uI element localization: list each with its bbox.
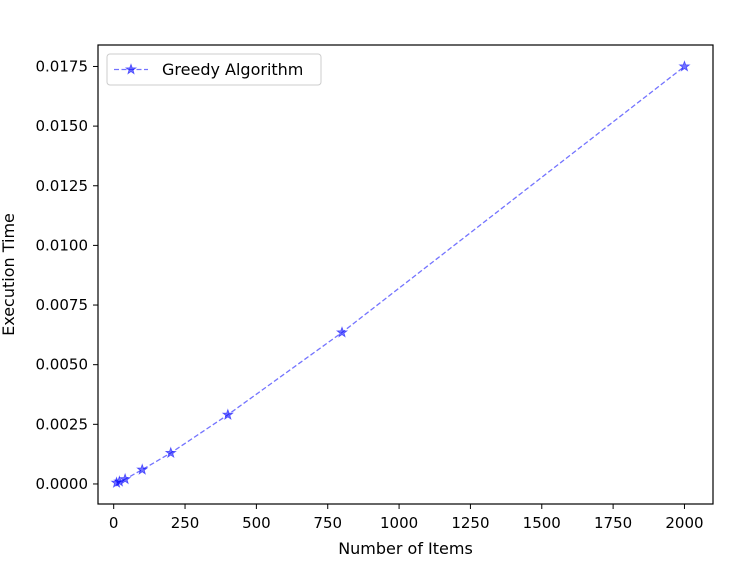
x-tick-label: 500 — [242, 514, 271, 532]
x-tick-label: 0 — [109, 514, 119, 532]
data-point — [221, 408, 234, 420]
x-tick-label: 1750 — [594, 514, 632, 532]
x-axis: 0 250 500 750 1000 1250 1500 1750 2000 — [109, 504, 704, 532]
plot-frame — [97, 44, 714, 505]
series-layer — [110, 60, 691, 488]
y-tick-label: 0.0100 — [36, 236, 89, 254]
x-tick-label: 750 — [313, 514, 342, 532]
x-tick-label: 1500 — [523, 514, 561, 532]
y-tick-label: 0.0125 — [36, 177, 89, 195]
data-point — [136, 463, 149, 475]
y-tick-label: 0.0025 — [36, 415, 89, 433]
data-point — [335, 326, 349, 338]
legend-label: Greedy Algorithm — [162, 60, 303, 79]
y-axis-label: Execution Time — [0, 213, 18, 336]
legend: Greedy Algorithm — [106, 53, 322, 86]
y-tick-label: 0.0050 — [36, 356, 89, 374]
data-point — [119, 472, 132, 485]
y-tick-label: 0.0175 — [36, 57, 89, 75]
x-axis-label: Number of Items — [338, 539, 473, 558]
x-tick-label: 2000 — [665, 514, 703, 532]
y-tick-label: 0.0150 — [36, 117, 89, 135]
legend-star-icon — [124, 63, 138, 75]
legend-box — [106, 53, 322, 86]
data-point — [164, 446, 177, 459]
legend-marker-star — [124, 63, 138, 75]
x-tick-label: 250 — [171, 514, 200, 532]
data-point — [678, 60, 691, 72]
y-tick-label: 0.0000 — [36, 475, 89, 493]
x-tick-label: 1250 — [451, 514, 489, 532]
x-tick-label: 1000 — [380, 514, 418, 532]
y-axis: 0.0000 0.0025 0.0050 0.0075 0.0100 0.0125 0.01… — [36, 57, 98, 493]
y-tick-label: 0.0075 — [36, 296, 89, 314]
plot-area — [98, 45, 713, 504]
